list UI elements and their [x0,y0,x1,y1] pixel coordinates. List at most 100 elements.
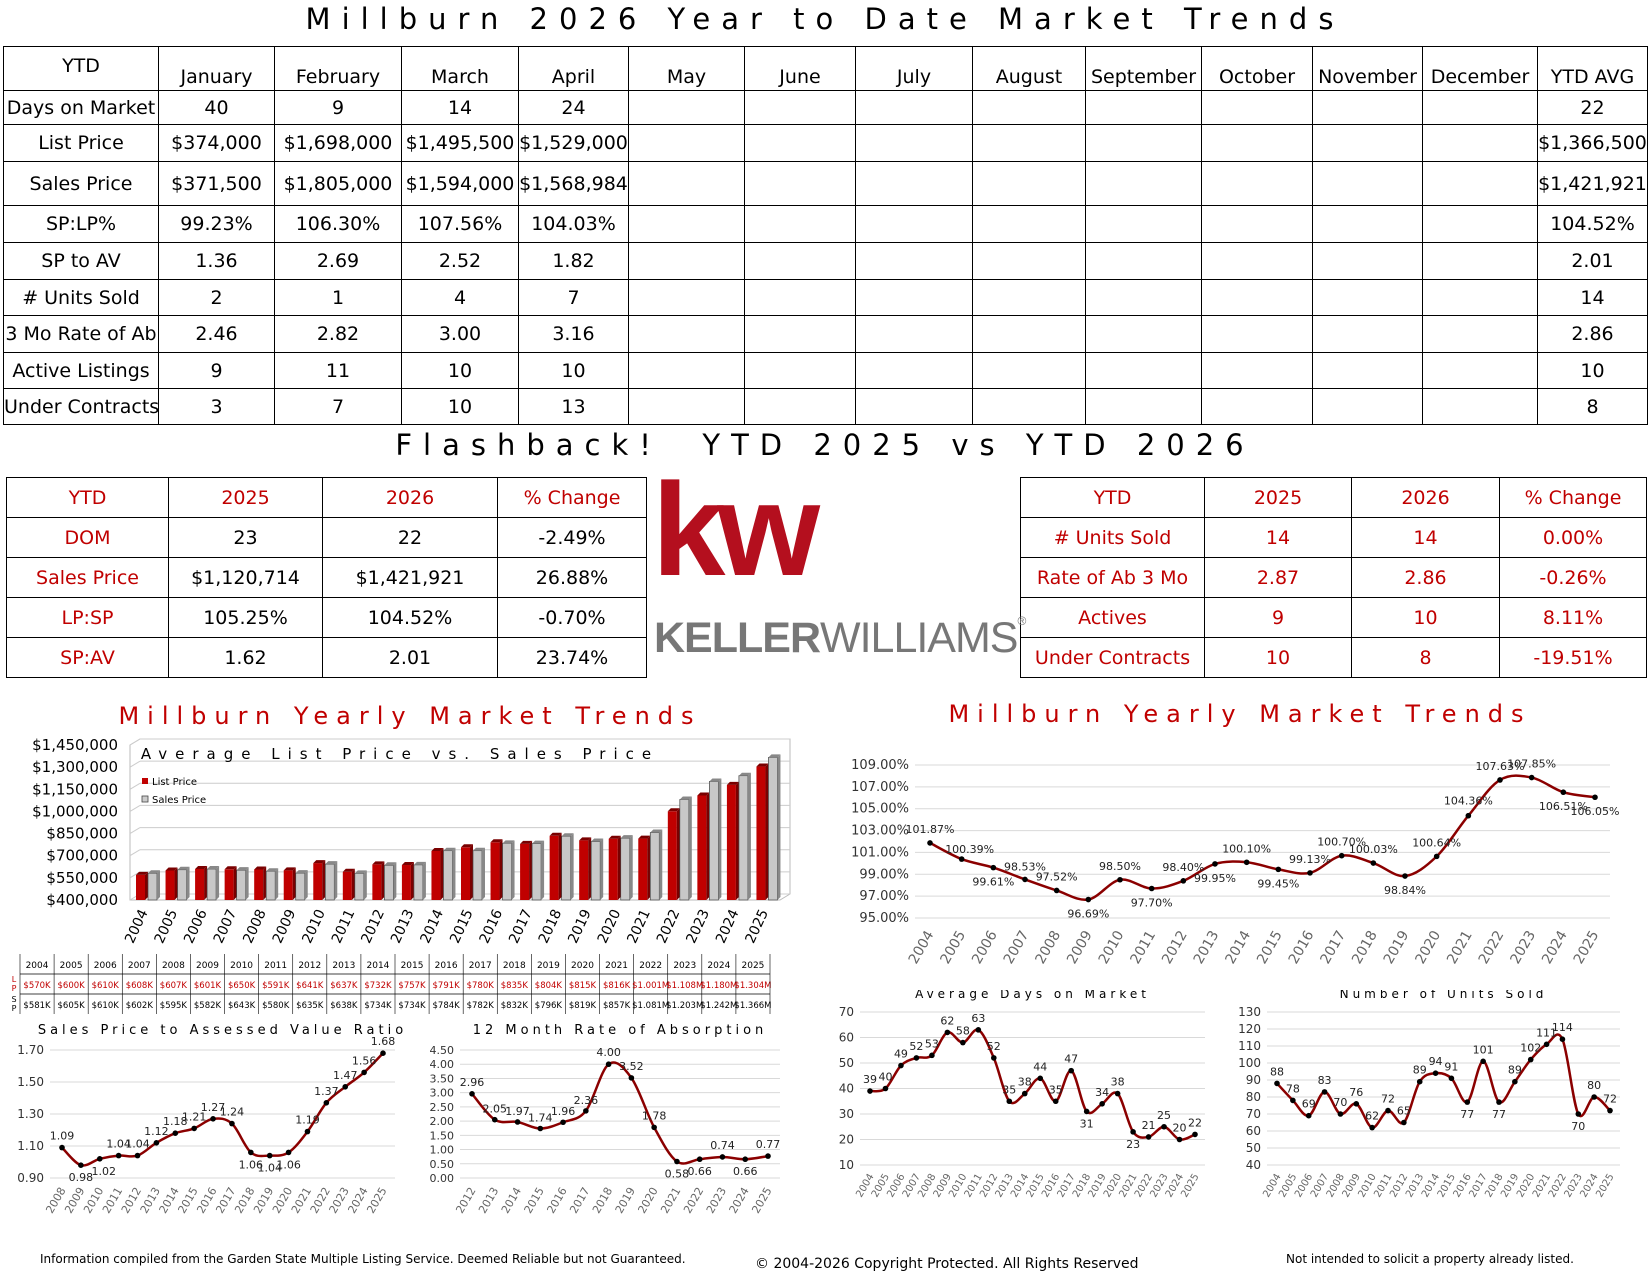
data-point [719,1154,726,1160]
table-row: List Price $374,000 $1,698,000 $1,495,500 $1… [3,124,1648,162]
table-lp: $610K [92,981,120,991]
table-cell [628,161,745,206]
compare-label: Sales Price [6,557,169,598]
compare-cell: $1,421,921 [322,557,498,598]
bar-top [620,835,633,839]
data-point [1607,1107,1613,1114]
table-year: 2008 [162,961,185,971]
table-cell: 40 [158,90,275,125]
table-cell [1085,388,1202,425]
grid-line [129,782,141,790]
bar [679,799,690,901]
compare-label: Rate of Ab 3 Mo [1020,557,1205,598]
table-cell [1312,90,1423,125]
table-cell [1085,315,1202,353]
month-header: December [1422,46,1538,91]
table-row: 3 Mo Rate of Ab 2.46 2.82 3.00 3.16 2.86 [3,315,1648,353]
table-cell [972,352,1086,389]
table-cell [1201,161,1313,206]
month-header: January [158,46,275,91]
bar-top [490,839,503,843]
bar-top [431,847,444,851]
table-cell: $1,568,984 [518,161,629,206]
data-label: 35 [1002,1083,1016,1096]
table-sp: $796K [535,1001,563,1011]
footer-right: Not intended to solicit a property alrea… [1286,1252,1574,1266]
bar-top [372,861,385,865]
data-point [1321,1089,1328,1095]
x-tick-label: 2019 [565,907,595,946]
x-tick-label: 2013 [388,907,418,946]
table-cell: $1,366,500 [1537,124,1648,162]
bar-top [768,754,781,758]
x-tick-label: 2021 [658,1185,683,1216]
data-point [1337,1111,1344,1117]
table-cell [972,90,1086,125]
table-cell [1201,124,1313,162]
table-lp: $608K [126,981,154,991]
bar-top [177,866,190,870]
data-point [990,864,997,871]
series-line [929,774,1596,902]
bar-top [608,835,621,839]
month-header: May [628,46,745,91]
data-label: 111 [1536,1026,1557,1039]
x-tick-label: 2004 [122,907,152,946]
table-year: 2017 [469,961,492,971]
data-label: 38 [1111,1076,1125,1089]
compare-header: YTD [1020,477,1205,518]
x-tick-label: 2008 [1032,928,1064,967]
x-tick-label: 2020 [1412,928,1444,967]
table-cell: 104.03% [518,205,629,243]
month-header: March [401,46,519,91]
data-label: 100.70% [1317,836,1366,849]
bar-top [354,870,367,874]
table-cell: 1 [274,279,402,316]
bar-side [351,868,355,900]
data-point [944,1029,951,1036]
table-lp: $601K [194,981,222,991]
data-point [975,1027,982,1033]
bar-side [363,870,367,900]
compare-cell: 23 [168,517,323,558]
compare-cell: 26.88% [497,557,647,598]
bar-side [233,866,237,900]
data-label: 89 [1508,1064,1522,1077]
table-cell [1201,315,1313,353]
table-year: 2006 [94,961,117,971]
table-cell [1201,388,1313,425]
data-label: 3.52 [619,1060,644,1073]
data-point [1022,876,1028,883]
row-label: Sales Price [3,161,159,206]
bar-top [473,847,485,851]
data-point [153,1140,160,1146]
data-point [898,1062,904,1069]
table-cell [1422,388,1538,425]
table-cell [628,279,745,316]
price-data-table: LPSP2004$570K$581K2005$600K$605K2006$610… [11,954,771,1014]
table-cell [855,352,973,389]
compare-cell: 8.11% [1499,597,1647,638]
absorption-chart: 12 Month Rate of Absorption4.504.003.503… [430,1023,781,1216]
x-tick-label: 2010 [299,907,329,946]
y-tick-label: 107.00% [851,780,909,795]
data-label: 1.18 [163,1115,188,1128]
data-point [1370,860,1377,866]
bar [697,795,707,900]
table-cell [1085,161,1202,206]
x-tick-label: 2009 [270,907,300,946]
table-year: 2023 [673,961,696,971]
table-lp: $591K [262,981,290,991]
x-tick-label: 2004 [906,928,938,967]
y-tick-label: 3.00 [430,1087,455,1100]
bar [726,784,736,900]
bar-side [600,838,604,900]
compare-cell: 0.00% [1499,517,1647,558]
bar-top [148,870,160,874]
compare-cell: 104.52% [322,597,498,638]
bar-top [697,792,710,796]
data-label: 39 [863,1073,877,1086]
table-cell [744,161,856,206]
table-cell: 9 [274,90,402,125]
bar-top [461,844,473,848]
